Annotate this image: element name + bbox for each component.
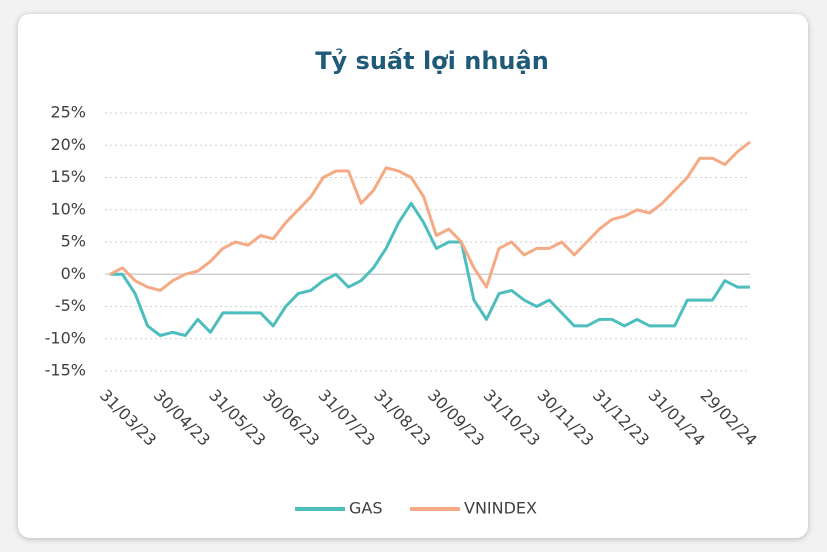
- y-tick-label: 0%: [61, 264, 86, 283]
- y-tick-label: 10%: [50, 199, 86, 218]
- y-tick-label: 5%: [61, 232, 86, 251]
- series-line: [109, 140, 751, 292]
- legend-label: VNINDEX: [464, 499, 537, 518]
- y-tick-label: -15%: [45, 361, 86, 380]
- card: [18, 14, 808, 538]
- x-tick-label: 31/07/23: [315, 386, 379, 450]
- x-tick-label: 31/12/23: [589, 386, 653, 450]
- y-tick-label: 15%: [50, 167, 86, 186]
- legend-label: GAS: [349, 499, 383, 518]
- y-tick-label: -5%: [55, 296, 86, 315]
- x-tick-label: 30/11/23: [533, 386, 597, 450]
- x-tick-label: 30/06/23: [259, 386, 323, 450]
- x-tick-label: 31/05/23: [205, 386, 269, 450]
- chart-title: Tỷ suất lợi nhuận: [315, 47, 549, 75]
- x-tick-label: 30/04/23: [150, 386, 214, 450]
- x-tick-label: 31/03/23: [96, 386, 160, 450]
- y-tick-label: -10%: [45, 328, 86, 347]
- x-tick-label: 31/10/23: [480, 386, 544, 450]
- x-tick-label: 30/09/23: [424, 386, 488, 450]
- y-tick-label: 25%: [50, 103, 86, 122]
- series-line: [110, 201, 750, 337]
- x-tick-label: 31/08/23: [370, 386, 434, 450]
- y-tick-label: 20%: [50, 135, 86, 154]
- x-tick-label: 29/02/24: [697, 386, 761, 450]
